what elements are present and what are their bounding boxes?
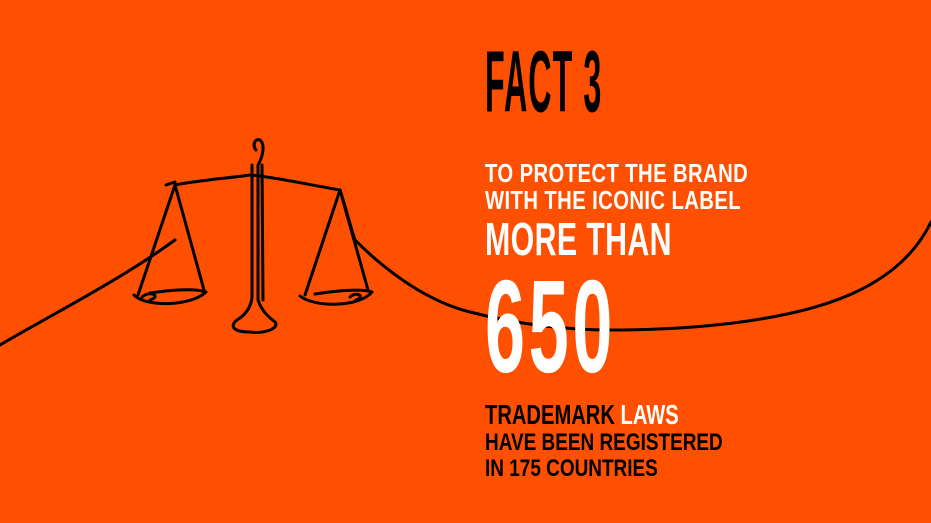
intro-line-1: TO PROTECT THE BRAND bbox=[485, 158, 749, 188]
label-part-1: TRADEMARK bbox=[485, 399, 621, 430]
fact-headline: FACT 3 bbox=[485, 34, 603, 131]
label-part-2: LAWS bbox=[620, 399, 679, 430]
scales-of-justice-icon bbox=[132, 138, 374, 334]
detail-line-2: IN 175 COUNTRIES bbox=[485, 455, 658, 482]
continuous-line-stroke bbox=[0, 220, 931, 347]
big-number: 650 bbox=[485, 253, 617, 401]
intro-line-2: WITH THE ICONIC LABEL bbox=[485, 185, 742, 215]
qualifier-text: MORE THAN bbox=[485, 213, 672, 266]
label-line: TRADEMARK LAWS bbox=[485, 399, 679, 430]
fact-text-block: FACT 3 TO PROTECT THE BRAND WITH THE ICO… bbox=[485, 30, 749, 482]
detail-line-1: HAVE BEEN REGISTERED bbox=[485, 429, 723, 456]
